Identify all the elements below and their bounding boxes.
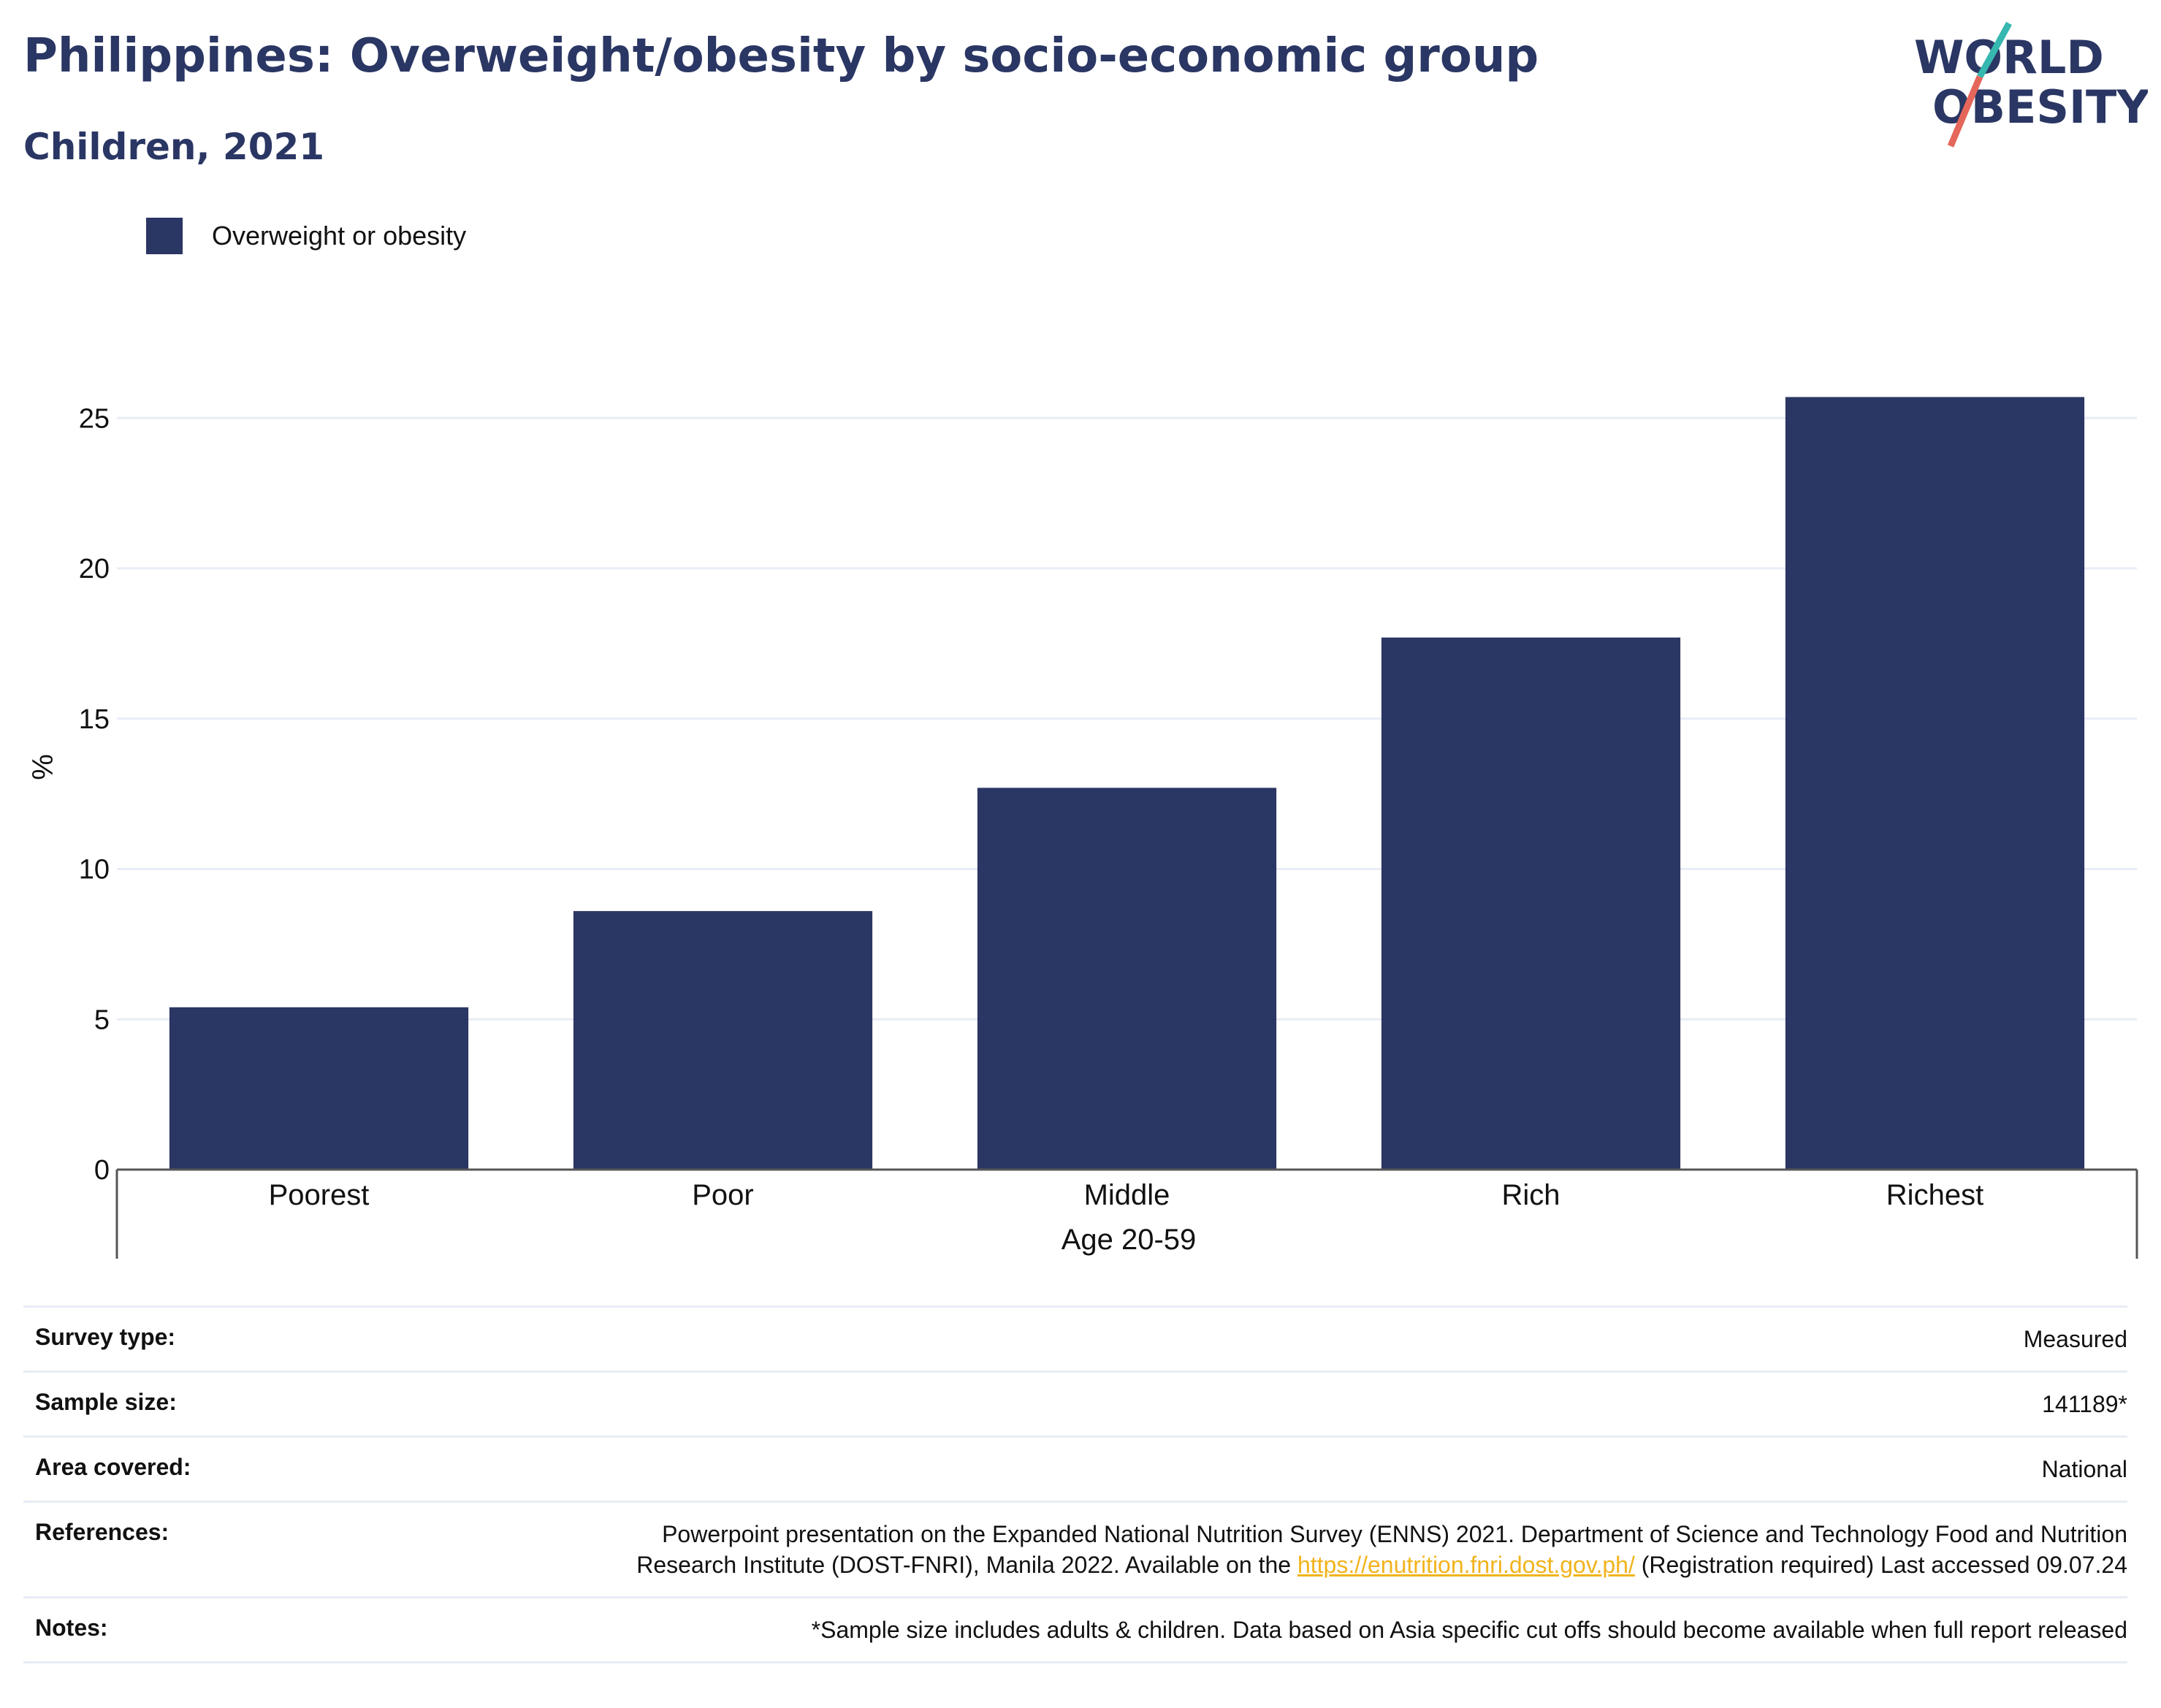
bar-middle[interactable] <box>977 788 1277 1170</box>
meta-key: References: <box>35 1519 169 1545</box>
logo-slash-top <box>1977 22 2012 79</box>
bar-poor[interactable] <box>573 911 873 1170</box>
reference-text-after: (Registration required) Last accessed 09… <box>1634 1552 2127 1578</box>
x-tick-label: Poorest <box>269 1179 370 1211</box>
bar-rich[interactable] <box>1381 637 1681 1170</box>
y-tick-labels: 0 5 10 15 20 25 <box>79 403 110 1186</box>
chart-subtitle: Children, 2021 <box>23 126 325 168</box>
meta-value: 141189* <box>2042 1391 2127 1417</box>
bar-richest[interactable] <box>1785 397 2085 1170</box>
y-tick-label: 5 <box>94 1004 110 1035</box>
meta-value: National <box>2041 1456 2127 1482</box>
y-tick-label: 10 <box>79 855 110 885</box>
bar-poorest[interactable] <box>169 1007 469 1170</box>
x-tick-labels: Poorest Poor Middle Rich Richest <box>269 1179 1984 1211</box>
meta-value: *Sample size includes adults & children.… <box>811 1617 2127 1643</box>
bars <box>169 397 2085 1170</box>
meta-row-survey-type: Survey type: Measured <box>23 1305 2127 1370</box>
meta-row-sample-size: Sample size: 141189* <box>23 1370 2127 1436</box>
x-tick-label: Poor <box>692 1179 754 1211</box>
metadata-table: Survey type: Measured Sample size: 14118… <box>23 1305 2127 1663</box>
legend[interactable]: Overweight or obesity <box>146 218 466 254</box>
meta-key: Survey type: <box>35 1324 176 1350</box>
y-tick-label: 25 <box>79 403 110 434</box>
x-tick-label: Middle <box>1084 1179 1170 1211</box>
meta-value: Powerpoint presentation on the Expanded … <box>593 1519 2127 1580</box>
y-tick-label: 15 <box>79 704 110 735</box>
meta-row-area-covered: Area covered: National <box>23 1436 2127 1501</box>
meta-key: Sample size: <box>35 1389 177 1415</box>
reference-link[interactable]: https://enutrition.fnri.dost.gov.ph/ <box>1297 1552 1635 1578</box>
meta-value: Measured <box>2023 1326 2127 1352</box>
meta-key: Area covered: <box>35 1454 191 1480</box>
y-tick-label: 0 <box>94 1155 110 1186</box>
legend-swatch <box>146 218 183 254</box>
meta-key: Notes: <box>35 1614 108 1641</box>
logo-line1: WORLD <box>1914 31 2104 84</box>
world-obesity-logo: WORLD OBESITY <box>1914 22 2148 148</box>
meta-row-notes: Notes: *Sample size includes adults & ch… <box>23 1596 2127 1663</box>
x-tick-label: Richest <box>1886 1179 1983 1211</box>
legend-label: Overweight or obesity <box>212 221 467 251</box>
x-axis-label: Age 20-59 <box>1062 1224 1197 1256</box>
y-tick-label: 20 <box>79 554 110 584</box>
meta-row-references: References: Powerpoint presentation on t… <box>23 1501 2127 1596</box>
chart-title: Philippines: Overweight/obesity by socio… <box>23 29 1539 83</box>
reference-text: Powerpoint presentation on the Expanded … <box>636 1521 2127 1578</box>
x-tick-label: Rich <box>1501 1179 1560 1211</box>
y-axis-label: % <box>27 754 59 780</box>
logo-slash-bottom <box>1947 75 1983 148</box>
